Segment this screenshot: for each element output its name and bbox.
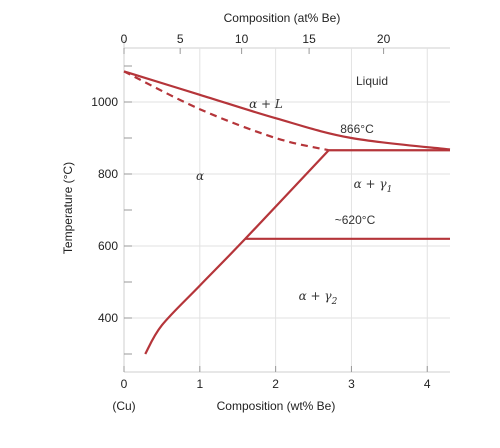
region-label-gamma2-subscript: 2 [331, 297, 338, 307]
top-axis-tick-label: 20 [377, 32, 391, 46]
top-axis-tick-label: 15 [302, 32, 316, 46]
bottom-axis-tick-label: 4 [424, 377, 431, 391]
top-axis-tick-label: 0 [121, 32, 128, 46]
phase-boundaries [123, 70, 451, 355]
region-label-alpha-plus-gamma1-main: α + γ [354, 177, 388, 191]
region-label-alpha-plus-gamma1: α + γ1 [354, 177, 393, 195]
solidus-line-dashed [123, 70, 329, 152]
bottom-axis-tick-label: 2 [272, 377, 279, 391]
left-axis-title: Temperature (°C) [61, 162, 75, 254]
region-label-alpha-plus-gamma2: α + γ2 [299, 289, 338, 307]
region-label-liquid: Liquid [356, 74, 388, 88]
bottom-axis-tick-label: 3 [348, 377, 355, 391]
top-axis-tick-label: 5 [177, 32, 184, 46]
top-axis-ticks: 0 5 10 15 20 [121, 32, 391, 54]
bottom-axis-tick-label: 1 [196, 377, 203, 391]
solvus-line [144, 149, 330, 355]
bottom-axis-tick-label: 0 [121, 377, 128, 391]
left-axis-tick-label: 400 [98, 311, 118, 325]
region-label-gamma1-subscript: 1 [387, 185, 393, 195]
eutectoid-temperature-label: ~620°C [335, 213, 376, 227]
eutectic-temperature-label: 866°C [340, 122, 374, 136]
top-axis-tick-label: 10 [235, 32, 249, 46]
left-axis-tick-label: 600 [98, 239, 118, 253]
region-label-alpha-plus-gamma2-main: α + γ [299, 289, 333, 303]
liquidus-line [123, 70, 451, 151]
bottom-axis-ticks: 0 1 2 3 4 [121, 366, 431, 391]
plot-frame [123, 40, 450, 373]
left-axis-tick-label: 1000 [91, 95, 118, 109]
bottom-axis-endpoint-label: (Cu) [112, 399, 135, 413]
left-axis-tick-label: 800 [98, 167, 118, 181]
bottom-axis-title: Composition (wt% Be) [217, 399, 336, 413]
region-label-alpha-plus-liquid: α + L [249, 97, 283, 111]
region-label-alpha: α [196, 169, 204, 183]
left-axis-ticks: 400 600 800 1000 [91, 65, 132, 355]
gridlines [124, 48, 450, 372]
top-axis-title: Composition (at% Be) [224, 11, 341, 25]
